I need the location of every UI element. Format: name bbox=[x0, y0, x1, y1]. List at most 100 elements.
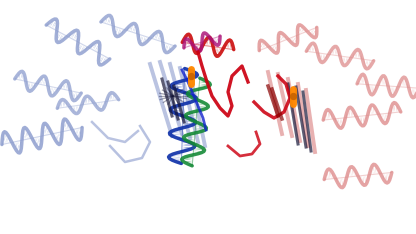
Polygon shape bbox=[289, 38, 292, 43]
Polygon shape bbox=[370, 168, 371, 175]
Polygon shape bbox=[182, 141, 191, 143]
Polygon shape bbox=[382, 173, 384, 180]
Polygon shape bbox=[188, 94, 198, 96]
Polygon shape bbox=[102, 57, 107, 65]
Polygon shape bbox=[376, 110, 378, 114]
Polygon shape bbox=[396, 87, 398, 92]
Polygon shape bbox=[269, 46, 272, 50]
Polygon shape bbox=[99, 55, 104, 65]
Polygon shape bbox=[72, 91, 76, 101]
Polygon shape bbox=[280, 33, 285, 41]
Polygon shape bbox=[372, 85, 374, 95]
Polygon shape bbox=[365, 78, 366, 84]
Polygon shape bbox=[92, 99, 94, 103]
Polygon shape bbox=[334, 119, 337, 123]
Polygon shape bbox=[193, 44, 196, 48]
Polygon shape bbox=[23, 75, 25, 81]
Polygon shape bbox=[363, 59, 365, 66]
Polygon shape bbox=[101, 19, 104, 22]
Polygon shape bbox=[362, 176, 364, 185]
Polygon shape bbox=[323, 116, 324, 120]
Polygon shape bbox=[22, 134, 24, 140]
Polygon shape bbox=[15, 76, 17, 79]
Polygon shape bbox=[107, 96, 109, 101]
Polygon shape bbox=[352, 52, 354, 58]
Polygon shape bbox=[208, 36, 211, 40]
Polygon shape bbox=[182, 150, 188, 151]
Polygon shape bbox=[355, 171, 357, 176]
Polygon shape bbox=[73, 129, 76, 137]
Polygon shape bbox=[279, 33, 282, 42]
Polygon shape bbox=[28, 132, 31, 139]
Polygon shape bbox=[176, 113, 183, 115]
Polygon shape bbox=[354, 111, 356, 117]
Polygon shape bbox=[56, 32, 61, 41]
Polygon shape bbox=[17, 72, 21, 80]
Polygon shape bbox=[358, 50, 360, 59]
Polygon shape bbox=[375, 165, 377, 174]
Polygon shape bbox=[66, 102, 68, 107]
Polygon shape bbox=[361, 55, 362, 59]
Polygon shape bbox=[393, 86, 395, 96]
Polygon shape bbox=[75, 92, 79, 100]
Polygon shape bbox=[176, 138, 182, 139]
Polygon shape bbox=[99, 54, 102, 61]
Polygon shape bbox=[197, 45, 199, 53]
Polygon shape bbox=[196, 125, 206, 128]
Polygon shape bbox=[183, 96, 196, 98]
Polygon shape bbox=[312, 43, 314, 52]
Polygon shape bbox=[182, 161, 193, 163]
Polygon shape bbox=[136, 28, 138, 34]
Polygon shape bbox=[191, 97, 198, 99]
Polygon shape bbox=[365, 60, 368, 69]
Polygon shape bbox=[359, 176, 361, 181]
Polygon shape bbox=[70, 106, 72, 110]
Polygon shape bbox=[176, 105, 183, 106]
Polygon shape bbox=[76, 106, 79, 113]
Polygon shape bbox=[339, 178, 341, 187]
Polygon shape bbox=[121, 29, 124, 34]
Polygon shape bbox=[71, 91, 73, 97]
Polygon shape bbox=[169, 158, 181, 161]
Polygon shape bbox=[198, 43, 201, 51]
Polygon shape bbox=[92, 41, 98, 50]
Polygon shape bbox=[49, 19, 54, 27]
Polygon shape bbox=[40, 76, 43, 85]
Polygon shape bbox=[388, 113, 389, 118]
Polygon shape bbox=[60, 132, 62, 138]
Polygon shape bbox=[184, 136, 195, 138]
Polygon shape bbox=[309, 44, 312, 52]
Polygon shape bbox=[33, 83, 36, 89]
Polygon shape bbox=[193, 150, 204, 153]
Polygon shape bbox=[386, 80, 387, 86]
Polygon shape bbox=[85, 96, 87, 104]
Polygon shape bbox=[225, 43, 227, 48]
Polygon shape bbox=[12, 142, 15, 147]
Polygon shape bbox=[261, 40, 265, 49]
Polygon shape bbox=[399, 81, 401, 87]
Polygon shape bbox=[185, 72, 197, 73]
Polygon shape bbox=[98, 48, 100, 53]
Polygon shape bbox=[77, 42, 80, 48]
Polygon shape bbox=[184, 44, 185, 48]
Polygon shape bbox=[168, 44, 172, 52]
Polygon shape bbox=[188, 134, 195, 135]
Polygon shape bbox=[381, 76, 383, 86]
Polygon shape bbox=[184, 40, 188, 47]
Polygon shape bbox=[191, 111, 197, 113]
Polygon shape bbox=[104, 102, 106, 105]
Polygon shape bbox=[329, 50, 331, 55]
Polygon shape bbox=[300, 25, 305, 33]
Point bbox=[188, 74, 194, 78]
Polygon shape bbox=[95, 43, 100, 52]
Polygon shape bbox=[284, 35, 287, 40]
Polygon shape bbox=[155, 31, 159, 40]
Polygon shape bbox=[110, 93, 112, 101]
Polygon shape bbox=[306, 48, 308, 51]
Polygon shape bbox=[347, 172, 349, 177]
Polygon shape bbox=[186, 113, 197, 116]
Polygon shape bbox=[349, 57, 351, 62]
Polygon shape bbox=[32, 138, 35, 144]
Polygon shape bbox=[25, 128, 29, 139]
Polygon shape bbox=[63, 81, 66, 89]
